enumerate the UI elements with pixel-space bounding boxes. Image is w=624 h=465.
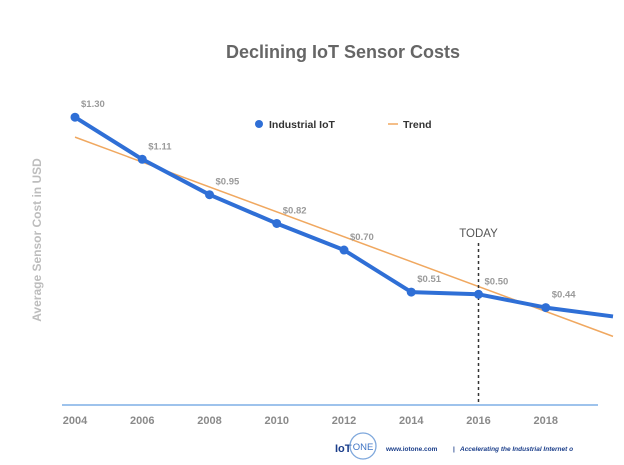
x-tick-label-2008: 2008 xyxy=(197,415,221,427)
legend-label-industrial-iot: Industrial IoT xyxy=(269,119,336,131)
data-point-2004 xyxy=(70,112,80,122)
x-tick-label-2018: 2018 xyxy=(534,415,558,427)
chart-title: Declining IoT Sensor Costs xyxy=(226,42,460,62)
legend-marker-industrial-iot xyxy=(255,120,263,128)
data-point-2008 xyxy=(205,190,214,200)
footer-url: www.iotone.com xyxy=(385,446,438,453)
data-label-2012: $0.70 xyxy=(350,232,374,243)
data-label-2016: $0.50 xyxy=(485,276,509,287)
legend: Industrial IoT Trend xyxy=(255,119,432,131)
data-point-2012 xyxy=(339,245,349,255)
data-label-2010: $0.82 xyxy=(283,205,307,216)
logo-text-one: ONE xyxy=(353,442,374,453)
logo-text-iot: IoT xyxy=(335,443,352,455)
x-tick-label-2016: 2016 xyxy=(466,415,490,427)
footer-separator: | xyxy=(453,446,455,453)
x-tick-label-2004: 2004 xyxy=(63,415,88,427)
data-point-2018 xyxy=(541,303,551,313)
footer-tagline: Accelerating the Industrial Internet o xyxy=(459,446,573,453)
data-point-2010 xyxy=(272,218,282,228)
data-label-2004: $1.30 xyxy=(81,99,105,110)
data-label-2018: $0.44 xyxy=(552,290,576,301)
x-axis-ticks: 2004 2006 2008 2010 2012 2014 2016 2018 xyxy=(63,415,558,427)
data-label-2006: $1.11 xyxy=(148,141,172,152)
data-point-2014 xyxy=(406,287,416,297)
data-point-2006 xyxy=(137,154,147,164)
logo-ring-icon xyxy=(349,432,377,460)
footer: IoT ONE www.iotone.com | Accelerating th… xyxy=(335,432,573,460)
today-annotation: TODAY xyxy=(459,228,498,405)
data-labels: $1.30 $1.11 $0.95 $0.82 $0.70 $0.51 $0.50 $0.44 xyxy=(81,99,576,300)
data-label-2014: $0.51 xyxy=(417,274,441,285)
industrial-iot-series xyxy=(70,112,614,319)
data-label-2008: $0.95 xyxy=(216,177,240,188)
data-point-2016 xyxy=(474,289,483,299)
iotone-logo: IoT ONE xyxy=(335,432,377,460)
y-axis-label: Average Sensor Cost in USD xyxy=(30,158,44,322)
x-tick-label-2012: 2012 xyxy=(332,415,356,427)
x-tick-label-2014: 2014 xyxy=(399,415,424,427)
today-label: TODAY xyxy=(459,228,498,240)
legend-label-trend: Trend xyxy=(403,119,432,131)
x-tick-label-2010: 2010 xyxy=(265,415,289,427)
x-tick-label-2006: 2006 xyxy=(130,415,154,427)
